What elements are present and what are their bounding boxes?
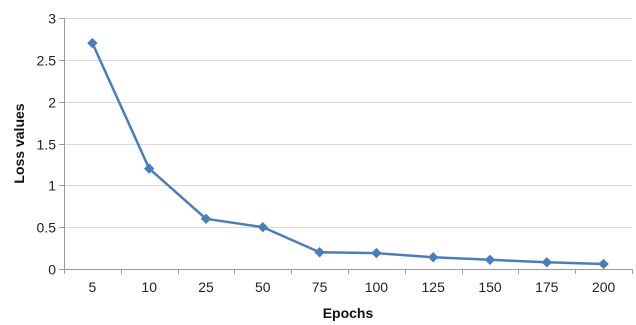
x-tick-label: 150 (478, 279, 502, 295)
y-tick-label: 0 (48, 262, 56, 278)
series-line-loss (91, 41, 605, 266)
x-tick-labels: 5 10 25 50 75 100 125 150 175 200 (89, 279, 616, 295)
x-axis-title: Epochs (323, 305, 374, 321)
y-tick-label: 3 (48, 11, 56, 27)
axes (59, 18, 633, 274)
x-tick-label: 175 (535, 279, 559, 295)
x-tick-label: 10 (141, 279, 157, 295)
x-tick-label: 125 (422, 279, 446, 295)
y-tick-label: 1.5 (37, 137, 57, 153)
series-markers (87, 37, 609, 270)
y-tick-label: 1 (48, 178, 56, 194)
x-tick-label: 50 (255, 279, 271, 295)
y-tick-labels: 0 0.5 1 1.5 2 2.5 3 (37, 11, 57, 278)
data-point-marker (427, 252, 439, 263)
y-tick-label: 2.5 (37, 53, 57, 69)
data-point-marker (200, 213, 212, 225)
x-tick-label: 5 (89, 279, 97, 295)
data-point-marker (484, 254, 496, 266)
x-tick-label: 200 (592, 279, 616, 295)
y-tick-label: 0.5 (37, 220, 57, 236)
x-tick-label: 100 (365, 279, 389, 295)
data-point-marker (314, 247, 325, 258)
x-tick-label: 75 (312, 279, 328, 295)
data-point-marker (257, 221, 269, 233)
y-tick-label: 2 (48, 95, 56, 111)
data-point-marker (143, 163, 155, 174)
x-tick-label: 25 (198, 279, 214, 295)
data-point-marker (541, 257, 553, 268)
data-point-marker (371, 247, 382, 259)
data-point-marker (598, 258, 609, 270)
gridlines (64, 18, 632, 228)
series-line (91, 41, 605, 266)
y-axis-title: Loss values (11, 103, 27, 183)
data-point-marker (87, 37, 98, 49)
